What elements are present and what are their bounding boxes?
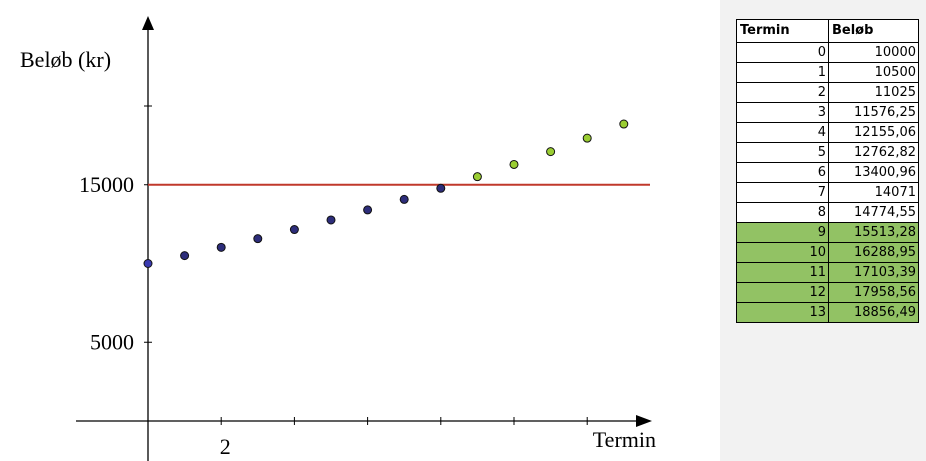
x-tick-label: 2: [220, 434, 231, 459]
data-point: [619, 119, 629, 129]
table-row: 5 12762,82: [736, 142, 919, 163]
table-row: 8 14774,55: [736, 202, 919, 223]
data-point: [509, 159, 519, 169]
cell-belob: 14071: [828, 182, 919, 203]
data-point: [399, 194, 409, 204]
cell-termin: 8: [736, 202, 829, 223]
data-point: [582, 133, 592, 143]
table-row: 4 12155,06: [736, 122, 919, 143]
cell-termin: 12: [736, 282, 829, 303]
data-point: [326, 215, 336, 225]
cell-termin: 7: [736, 182, 829, 203]
table-row: 7 14071: [736, 182, 919, 203]
cell-termin: 9: [736, 222, 829, 243]
data-point: [180, 251, 190, 261]
x-axis-label: Termin: [593, 427, 656, 452]
data-point: [289, 225, 299, 235]
table-row: 1 10500: [736, 62, 919, 83]
cell-belob: 13400,96: [828, 162, 919, 183]
data-table: Termin Beløb 0 10000 1 10500 2 11025 3 11576,25…: [736, 19, 919, 323]
cell-termin: 5: [736, 142, 829, 163]
cell-belob: 10500: [828, 62, 919, 83]
scatter-chart: Beløb (kr) Termin 5000 15000 2: [0, 0, 720, 461]
cell-termin: 4: [736, 122, 829, 143]
cell-belob: 18856,49: [828, 302, 919, 323]
table-row: 3 11576,25: [736, 102, 919, 123]
x-axis-arrow: [636, 415, 652, 427]
table-row: 0 10000: [736, 42, 919, 63]
table-row: 13 18856,49: [736, 302, 919, 323]
cell-termin: 11: [736, 262, 829, 283]
chart-background: [0, 0, 720, 461]
cell-termin: 1: [736, 62, 829, 83]
cell-termin: 10: [736, 242, 829, 263]
cell-belob: 17103,39: [828, 262, 919, 283]
cell-belob: 12762,82: [828, 142, 919, 163]
cell-termin: 2: [736, 82, 829, 103]
data-point: [472, 172, 482, 182]
cell-belob: 14774,55: [828, 202, 919, 223]
data-point: [363, 205, 373, 215]
cell-belob: 10000: [828, 42, 919, 63]
cell-termin: 6: [736, 162, 829, 183]
y-tick-label: 5000: [90, 329, 134, 354]
table-row: 10 16288,95: [736, 242, 919, 263]
header-termin: Termin: [736, 19, 829, 43]
table-row: 12 17958,56: [736, 282, 919, 303]
cell-belob: 12155,06: [828, 122, 919, 143]
cell-termin: 3: [736, 102, 829, 123]
table-header-row: Termin Beløb: [736, 19, 919, 43]
y-axis-arrow: [142, 16, 154, 30]
y-tick-label: 15000: [79, 172, 134, 197]
data-point: [546, 147, 556, 157]
table-row: 2 11025: [736, 82, 919, 103]
data-point: [216, 242, 226, 252]
cell-belob: 15513,28: [828, 222, 919, 243]
cell-belob: 11576,25: [828, 102, 919, 123]
cell-belob: 11025: [828, 82, 919, 103]
cell-termin: 0: [736, 42, 829, 63]
table-row: 9 15513,28: [736, 222, 919, 243]
data-point: [143, 259, 153, 268]
y-axis-label: Beløb (kr): [20, 47, 111, 72]
table-row: 11 17103,39: [736, 262, 919, 283]
data-point: [253, 234, 263, 244]
data-point: [436, 183, 446, 193]
cell-belob: 17958,56: [828, 282, 919, 303]
cell-belob: 16288,95: [828, 242, 919, 263]
header-belob: Beløb: [828, 19, 919, 43]
cell-termin: 13: [736, 302, 829, 323]
table-row: 6 13400,96: [736, 162, 919, 183]
